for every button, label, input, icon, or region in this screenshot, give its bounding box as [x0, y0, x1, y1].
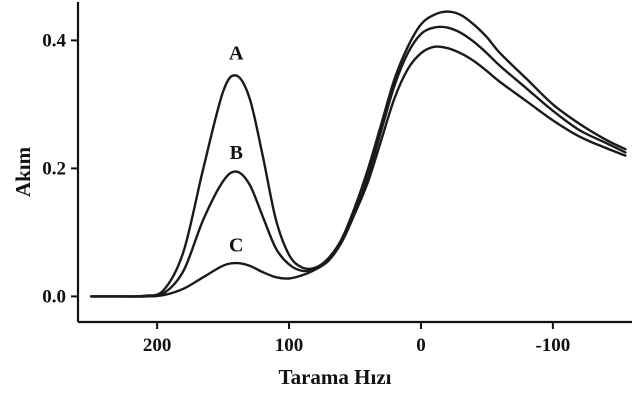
x-tick-label: 200 — [143, 335, 172, 356]
curve-C — [90, 45, 627, 298]
plot-area — [76, 2, 632, 324]
y-ticks: 0.0 0.2 0.4 — [42, 30, 78, 307]
curve-B — [90, 25, 627, 298]
x-ticks: 200 100 0 -100 — [143, 322, 570, 356]
x-tick-label: 0 — [416, 335, 426, 356]
x-tick-label: 100 — [275, 335, 304, 356]
x-axis-title: Tarama Hızı — [279, 365, 392, 389]
curve-label-B: B — [230, 142, 243, 164]
y-axis-title: Akım — [11, 146, 35, 197]
x-tick-label: -100 — [535, 335, 570, 356]
curves — [90, 10, 627, 298]
y-tick-label: 0.2 — [42, 158, 66, 179]
curve-labels: A B C — [229, 43, 244, 257]
y-tick-label: 0.4 — [42, 30, 66, 51]
y-tick-label: 0.0 — [42, 286, 66, 307]
curve-label-A: A — [229, 43, 244, 65]
curve-A — [90, 10, 627, 298]
curve-label-C: C — [229, 235, 243, 257]
